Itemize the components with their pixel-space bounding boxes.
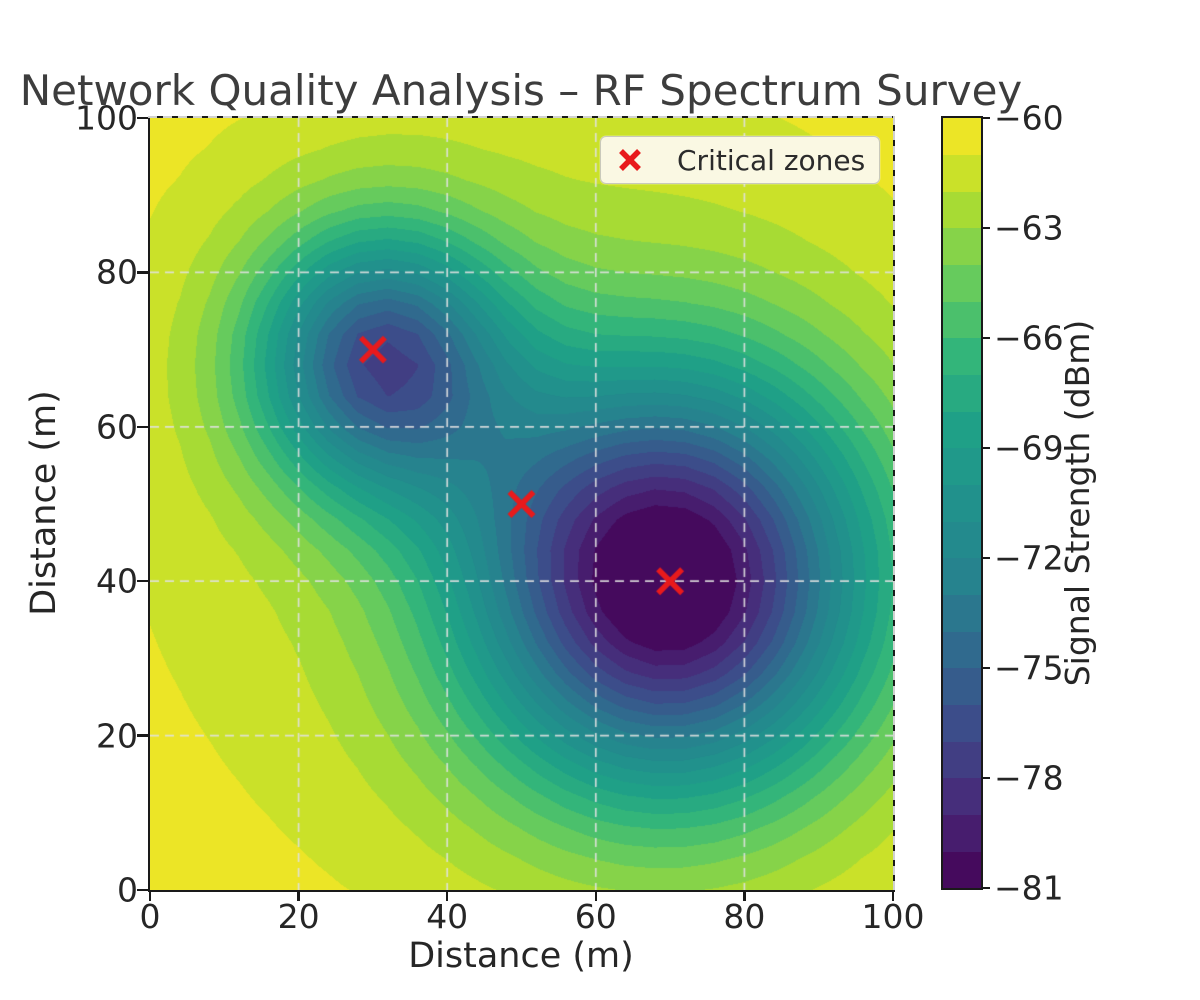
y-tick-label: 100 — [75, 98, 138, 138]
critical-zone-x-icon — [619, 149, 641, 171]
colorbar-tick-mark — [981, 226, 990, 230]
colorbar-tick-label: −75 — [994, 648, 1064, 688]
colorbar-segment — [943, 521, 981, 559]
colorbar-segment — [943, 118, 981, 156]
y-tick-label: 40 — [96, 561, 138, 601]
colorbar-tick-label: −78 — [994, 758, 1064, 798]
colorbar-label: Signal Strength (dBm) — [1058, 319, 1097, 687]
x-tick-mark — [891, 890, 895, 901]
colorbar-segment — [943, 594, 981, 632]
plot-area — [148, 116, 895, 892]
colorbar-segment — [943, 814, 981, 852]
colorbar-segment — [943, 374, 981, 412]
y-tick-label: 80 — [96, 252, 138, 292]
colorbar-segment — [943, 154, 981, 192]
colorbar-tick-mark — [981, 776, 990, 780]
colorbar-segment — [943, 264, 981, 302]
colorbar-tick-label: −72 — [994, 538, 1064, 578]
colorbar-segment — [943, 631, 981, 669]
colorbar-segment — [943, 851, 981, 889]
colorbar-segment — [943, 558, 981, 596]
x-tick-mark — [594, 890, 598, 901]
x-tick-mark — [297, 890, 300, 901]
y-tick-label: 0 — [117, 870, 138, 910]
y-tick-label: 20 — [96, 716, 138, 756]
x-tick-mark — [445, 890, 449, 901]
y-tick-label: 60 — [96, 407, 138, 447]
colorbar-tick-mark — [981, 116, 990, 120]
colorbar-segment — [943, 228, 981, 266]
colorbar-segment — [943, 191, 981, 229]
right-spine-gridline — [893, 116, 895, 892]
colorbar-tick-mark — [981, 886, 990, 890]
colorbar-segment — [943, 778, 981, 816]
x-tick-label: 60 — [574, 897, 617, 936]
colorbar-segment — [943, 704, 981, 742]
colorbar-segment — [943, 448, 981, 486]
contour-plot-canvas — [150, 118, 893, 890]
x-tick-label: 0 — [139, 897, 161, 936]
y-tick-mark — [137, 888, 148, 892]
colorbar-tick-label: −69 — [994, 428, 1064, 468]
x-tick-label: 80 — [723, 897, 766, 936]
y-tick-mark — [137, 116, 148, 120]
y-tick-mark — [137, 734, 148, 737]
colorbar-tick-mark — [981, 336, 990, 340]
colorbar-tick-mark — [981, 556, 990, 560]
x-axis-label: Distance (m) — [408, 936, 634, 976]
x-tick-label: 40 — [426, 897, 469, 936]
colorbar-tick-label: −60 — [994, 98, 1064, 138]
colorbar-segment — [943, 668, 981, 706]
x-tick-mark — [743, 890, 746, 901]
colorbar-segment — [943, 301, 981, 339]
colorbar — [941, 116, 983, 890]
legend: Critical zones — [600, 136, 880, 184]
y-tick-mark — [137, 271, 148, 274]
colorbar-segment — [943, 411, 981, 449]
chart-title: Network Quality Analysis – RF Spectrum S… — [19, 66, 1023, 115]
y-axis-label: Distance (m) — [24, 390, 64, 616]
colorbar-tick-mark — [981, 666, 990, 670]
colorbar-segment — [943, 741, 981, 779]
colorbar-tick-label: −81 — [994, 868, 1064, 908]
x-tick-label: 20 — [277, 897, 320, 936]
colorbar-tick-label: −66 — [994, 318, 1064, 358]
legend-label: Critical zones — [677, 143, 866, 177]
colorbar-tick-mark — [981, 446, 990, 450]
colorbar-tick-label: −63 — [994, 208, 1064, 248]
x-tick-label: 100 — [861, 897, 925, 936]
x-tick-mark — [148, 890, 152, 901]
y-tick-mark — [137, 579, 148, 583]
colorbar-segment — [943, 484, 981, 522]
y-tick-mark — [137, 425, 148, 429]
colorbar-segment — [943, 338, 981, 376]
